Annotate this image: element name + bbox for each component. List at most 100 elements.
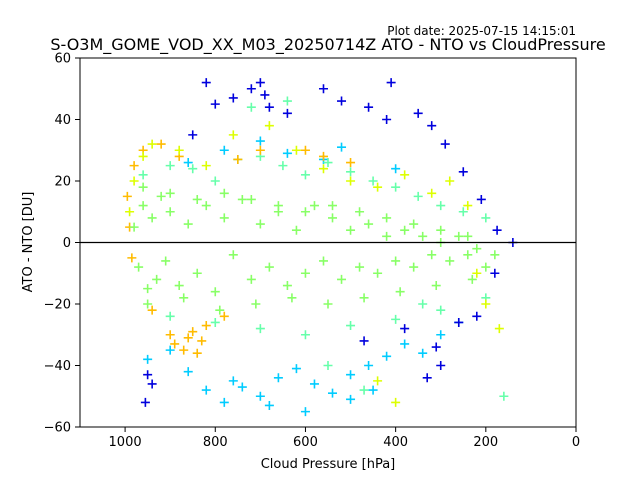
data-point	[143, 284, 153, 294]
data-point	[246, 102, 256, 112]
data-point	[246, 84, 256, 94]
data-point	[255, 324, 265, 334]
data-point	[143, 354, 153, 364]
data-point	[355, 262, 365, 272]
data-point	[400, 170, 410, 180]
data-point	[346, 321, 356, 331]
data-point	[300, 268, 310, 278]
data-point	[197, 336, 207, 346]
data-point	[192, 348, 202, 358]
y-tick-label: 40	[54, 113, 71, 128]
data-point	[233, 154, 243, 164]
data-point	[400, 225, 410, 235]
data-point	[255, 219, 265, 229]
data-point	[346, 394, 356, 404]
data-point	[228, 130, 238, 140]
data-point	[260, 90, 270, 100]
data-point	[409, 219, 419, 229]
data-point	[472, 311, 482, 321]
data-point	[323, 361, 333, 370]
data-point	[382, 115, 392, 124]
data-point	[228, 93, 238, 103]
data-point	[463, 231, 473, 241]
data-point	[210, 176, 220, 186]
data-point	[246, 274, 256, 284]
data-point	[282, 281, 292, 291]
data-point	[481, 299, 491, 309]
data-point	[278, 161, 288, 171]
y-tick-label: 60	[54, 52, 71, 67]
data-point	[215, 305, 225, 315]
data-point	[494, 324, 504, 334]
data-point	[364, 361, 374, 370]
data-point	[436, 201, 446, 211]
data-point	[467, 274, 477, 284]
data-point	[134, 262, 144, 272]
data-point	[318, 151, 328, 161]
data-point	[391, 256, 401, 266]
data-point	[143, 370, 153, 380]
data-point	[246, 194, 256, 204]
data-point	[165, 161, 175, 171]
data-point	[165, 207, 175, 217]
data-point	[129, 176, 139, 186]
data-point	[138, 170, 148, 180]
data-point	[264, 121, 274, 131]
data-point	[188, 130, 198, 140]
data-point	[122, 191, 132, 201]
data-point	[418, 348, 428, 358]
data-point	[337, 142, 347, 152]
data-point	[183, 367, 193, 377]
data-point	[165, 311, 175, 321]
data-point	[400, 339, 410, 349]
data-point	[183, 219, 193, 229]
data-point	[318, 84, 328, 94]
data-points	[122, 78, 518, 417]
data-point	[138, 182, 148, 192]
data-point	[147, 379, 157, 389]
data-point	[183, 158, 193, 168]
data-point	[492, 225, 502, 235]
data-point	[282, 96, 292, 106]
x-tick-label: 800	[203, 435, 228, 450]
data-point	[192, 268, 202, 278]
axis-ticks: 1000 800 600 400 200 0 −60 −40 −20 0 20 40 60	[44, 52, 581, 451]
data-point	[364, 102, 374, 112]
data-point	[228, 250, 238, 260]
data-point	[138, 151, 148, 161]
data-point	[386, 78, 396, 88]
chart-title: S-O3M_GOME_VOD_XX_M03_20250714Z ATO - NT…	[50, 35, 605, 55]
data-point	[346, 370, 356, 380]
data-point	[458, 207, 468, 217]
data-point	[328, 388, 338, 398]
data-point	[255, 145, 265, 155]
data-point	[400, 324, 410, 334]
y-tick-label: −20	[44, 298, 71, 313]
data-point	[152, 274, 162, 284]
data-point	[210, 317, 220, 327]
data-point	[219, 213, 229, 223]
data-point	[165, 345, 175, 355]
data-point	[255, 391, 265, 401]
data-point	[264, 102, 274, 112]
data-point	[427, 188, 437, 198]
data-point	[431, 342, 441, 352]
data-point	[436, 361, 446, 370]
y-tick-label: 0	[63, 236, 71, 251]
data-point	[373, 268, 383, 278]
data-point	[318, 164, 328, 174]
data-point	[300, 145, 310, 155]
data-point	[188, 327, 198, 337]
data-point	[454, 317, 464, 327]
data-point	[129, 222, 139, 232]
data-point	[219, 188, 229, 198]
data-point	[323, 299, 333, 309]
data-point	[282, 108, 292, 118]
data-point	[427, 121, 437, 131]
data-point	[436, 225, 446, 235]
data-point	[431, 281, 441, 291]
data-point	[382, 231, 392, 241]
data-point	[210, 287, 220, 297]
data-point	[237, 194, 247, 204]
